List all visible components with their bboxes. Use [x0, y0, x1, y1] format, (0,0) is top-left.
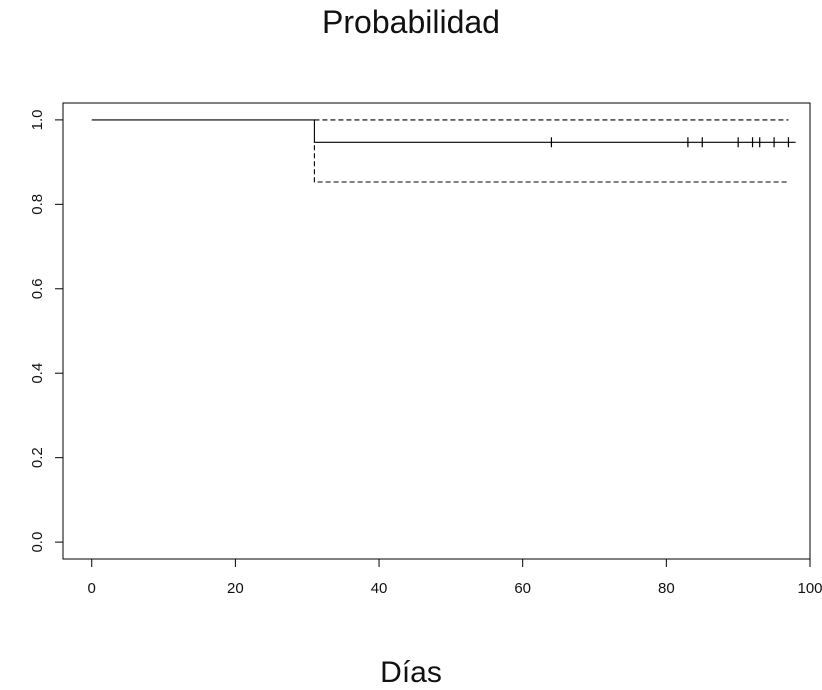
y-axis: 0.0 0.2 0.4 0.6 0.8 1.0: [29, 109, 63, 553]
y-tick-label: 0.6: [29, 278, 46, 299]
y-tick-label: 0.2: [29, 447, 46, 468]
y-tick-label: 0.8: [29, 194, 46, 215]
plot-frame: [62, 102, 811, 560]
series-layer: [91, 119, 796, 183]
y-tick-label: 0.0: [29, 532, 46, 553]
chart-title: Probabilidad: [322, 4, 500, 40]
x-axis: 0 20 40 60 80 100: [88, 559, 822, 597]
x-axis-label: Días: [380, 656, 442, 689]
plot-border: [62, 102, 811, 560]
x-tick-label: 40: [371, 580, 388, 597]
x-tick-label: 100: [797, 580, 822, 597]
x-tick-label: 80: [658, 580, 675, 597]
x-tick-label: 0: [88, 580, 96, 597]
y-tick-label: 1.0: [29, 109, 46, 130]
censor-marks: [550, 137, 790, 148]
y-tick-label: 0.4: [29, 363, 46, 384]
confidence-band-line: [313, 145, 789, 183]
x-tick-label: 20: [227, 580, 244, 597]
x-tick-label: 60: [514, 580, 531, 597]
survival-curve-line: [91, 119, 796, 143]
